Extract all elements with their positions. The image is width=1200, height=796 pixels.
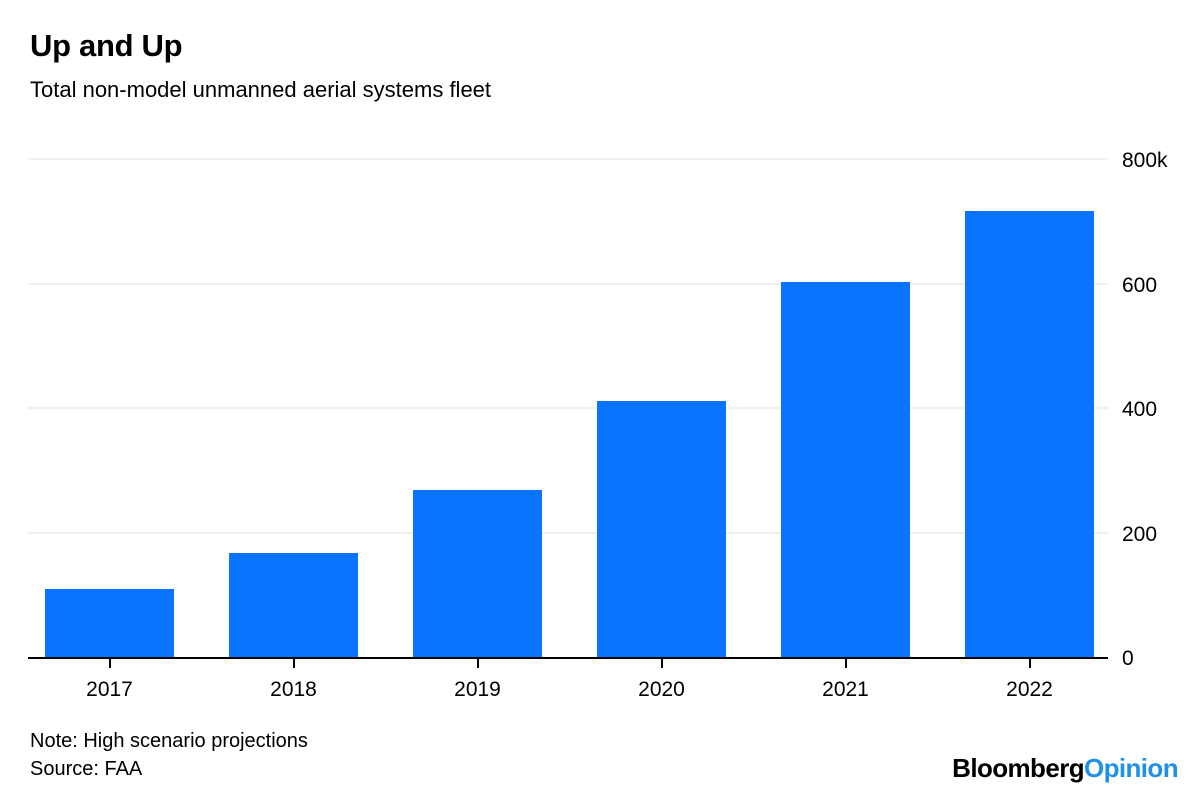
x-tick	[1028, 659, 1031, 668]
bar-2020	[597, 400, 726, 657]
chart-title: Up and Up	[30, 28, 183, 63]
gridline	[28, 282, 1108, 285]
bar-2017	[45, 588, 174, 657]
x-tick-label: 2019	[454, 678, 501, 701]
bar-2021	[781, 281, 910, 657]
x-tick-label: 2020	[638, 678, 685, 701]
gridline	[28, 531, 1108, 534]
bloomberg-opinion-logo: BloombergOpinion	[952, 753, 1178, 784]
y-tick-label: 0	[1122, 647, 1134, 670]
bar-2022	[965, 210, 1094, 657]
plot-area	[28, 158, 1108, 668]
brand-opinion: Opinion	[1084, 753, 1179, 783]
x-tick	[844, 659, 847, 668]
x-tick	[108, 659, 111, 668]
chart-note: Note: High scenario projections	[30, 730, 308, 752]
x-tick-label: 2018	[270, 678, 317, 701]
bar-2018	[229, 553, 358, 657]
x-tick	[292, 659, 295, 668]
y-tick-label: 400	[1122, 398, 1158, 421]
chart-source: Source: FAA	[30, 758, 143, 780]
y-tick-label: 800k	[1122, 149, 1168, 172]
x-tick	[476, 659, 479, 668]
y-tick-label: 200	[1122, 522, 1158, 546]
y-tick-label: 600	[1122, 273, 1158, 297]
brand-bloomberg: Bloomberg	[952, 753, 1084, 783]
bar-2019	[413, 490, 542, 657]
x-tick-label: 2021	[822, 678, 869, 701]
chart-subtitle: Total non-model unmanned aerial systems …	[30, 77, 492, 102]
gridline	[28, 158, 1108, 160]
footnotes: Note: High scenario projections Source: …	[30, 727, 308, 783]
x-tick-label: 2022	[1006, 678, 1053, 701]
x-tick	[660, 659, 663, 668]
x-tick-label: 2017	[86, 678, 133, 701]
gridline	[28, 407, 1108, 409]
